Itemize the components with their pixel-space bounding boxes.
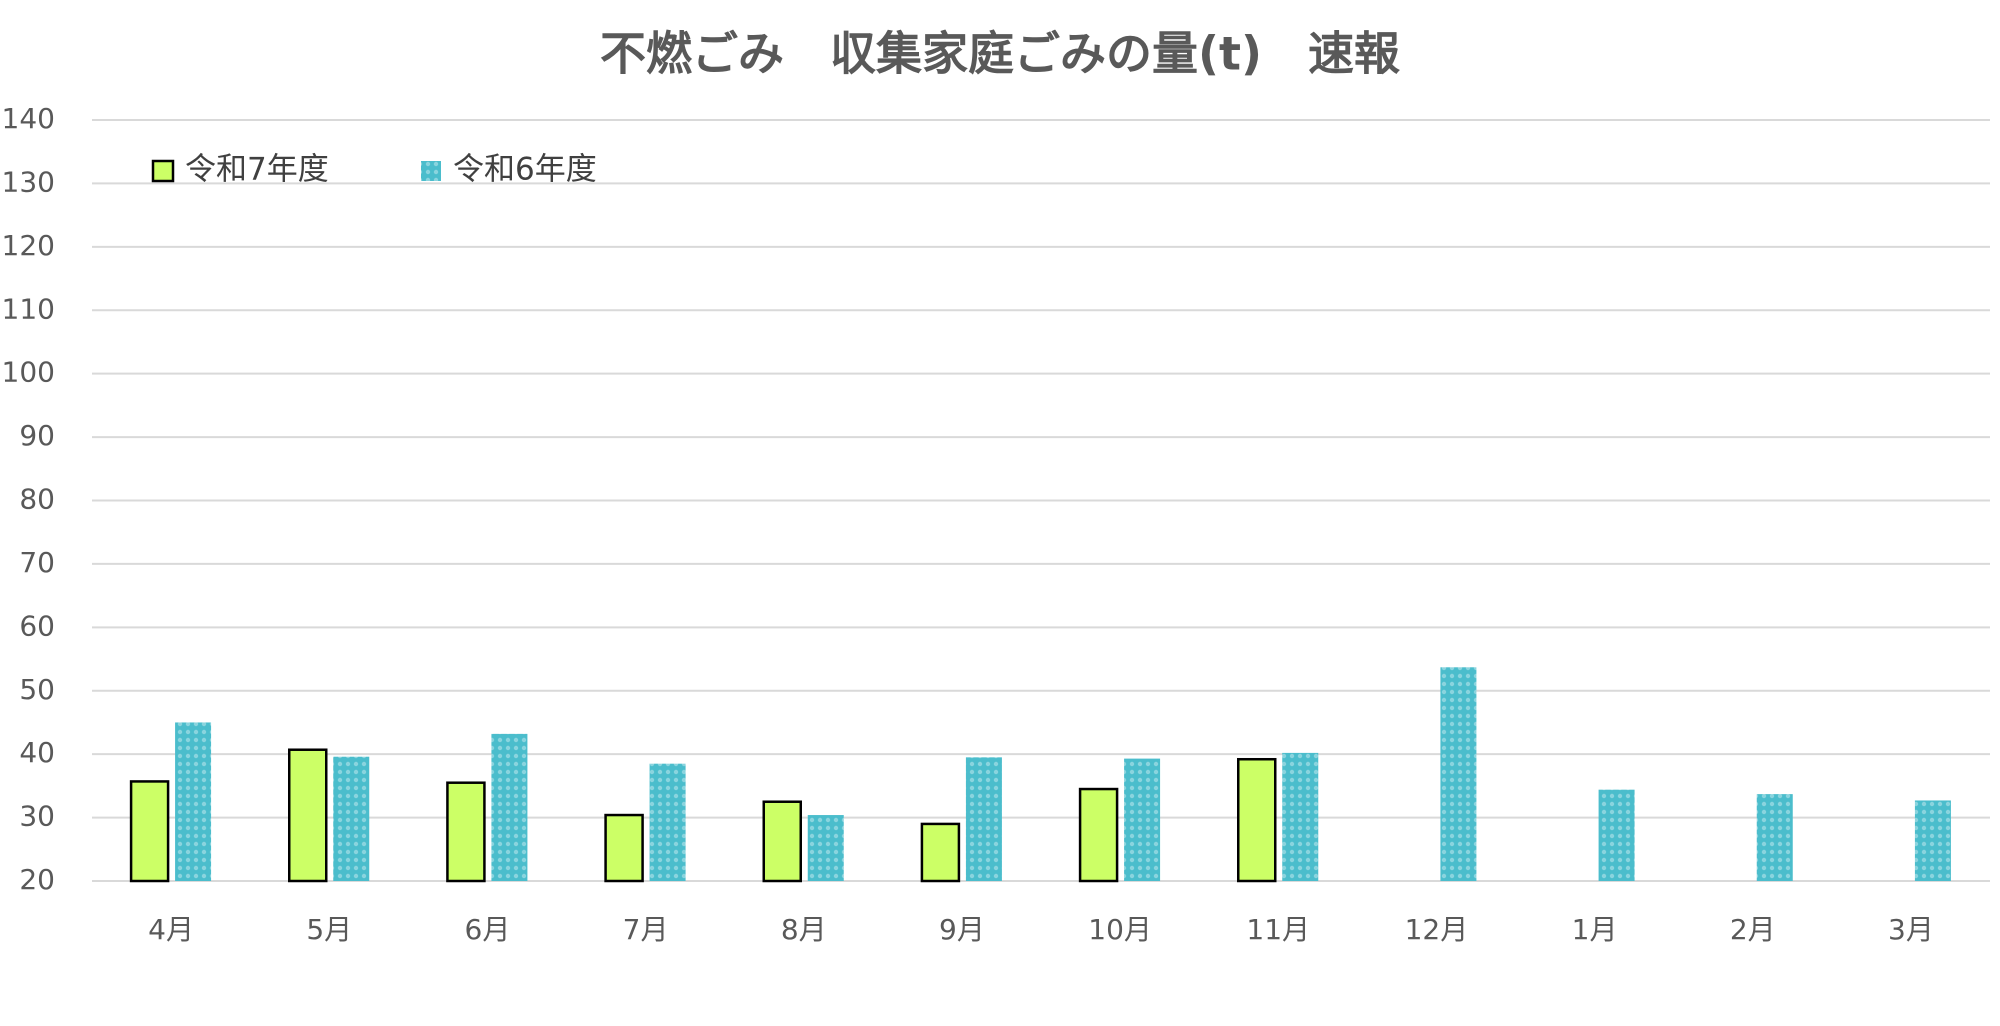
y-tick-label: 70 bbox=[19, 546, 55, 579]
bar bbox=[175, 722, 212, 881]
bar bbox=[129, 780, 170, 883]
bar bbox=[1914, 800, 1951, 881]
legend-label: 令和6年度 bbox=[453, 152, 597, 188]
y-tick-label: 130 bbox=[2, 165, 55, 198]
x-tick-label: 8月 bbox=[781, 913, 827, 946]
x-tick-label: 3月 bbox=[1888, 913, 1934, 946]
bar bbox=[965, 757, 1002, 881]
y-tick-label: 80 bbox=[19, 483, 55, 516]
bar bbox=[1440, 667, 1477, 881]
x-tick-label: 10月 bbox=[1088, 913, 1152, 946]
x-tick-label: 1月 bbox=[1572, 913, 1618, 946]
bar bbox=[446, 781, 486, 883]
y-tick-label: 110 bbox=[2, 292, 55, 325]
bar bbox=[1282, 752, 1319, 881]
y-tick-label: 120 bbox=[2, 229, 55, 262]
legend-swatch bbox=[151, 159, 175, 183]
bar bbox=[491, 733, 528, 881]
x-tick-label: 9月 bbox=[939, 913, 985, 946]
x-tick-label: 7月 bbox=[623, 913, 669, 946]
y-tick-label: 100 bbox=[2, 356, 55, 389]
legend-label: 令和7年度 bbox=[185, 152, 329, 188]
bar bbox=[604, 813, 644, 883]
bar bbox=[288, 748, 328, 883]
x-tick-label: 5月 bbox=[306, 913, 352, 946]
bar bbox=[1756, 794, 1793, 881]
x-tick-label: 2月 bbox=[1730, 913, 1776, 946]
y-tick-label: 60 bbox=[19, 609, 55, 642]
chart-title: 不燃ごみ 収集家庭ごみの量(t) 速報 bbox=[600, 27, 1400, 81]
bar bbox=[1124, 758, 1161, 881]
bar bbox=[333, 756, 370, 881]
bar bbox=[1598, 789, 1635, 881]
bar bbox=[1078, 787, 1119, 883]
y-tick-label: 40 bbox=[19, 736, 55, 769]
x-tick-label: 11月 bbox=[1246, 913, 1310, 946]
legend-swatch bbox=[421, 161, 441, 181]
y-tick-label: 30 bbox=[19, 800, 55, 833]
y-tick-label: 90 bbox=[19, 419, 55, 452]
bar bbox=[649, 763, 686, 881]
x-tick-label: 12月 bbox=[1405, 913, 1469, 946]
bar bbox=[807, 815, 844, 881]
y-tick-label: 20 bbox=[19, 863, 55, 896]
x-tick-label: 6月 bbox=[465, 913, 511, 946]
x-tick-label: 4月 bbox=[148, 913, 194, 946]
bar bbox=[762, 800, 802, 883]
bar bbox=[1237, 757, 1277, 883]
y-tick-label: 140 bbox=[2, 102, 55, 135]
y-tick-label: 50 bbox=[19, 673, 55, 706]
bar bbox=[920, 822, 961, 883]
